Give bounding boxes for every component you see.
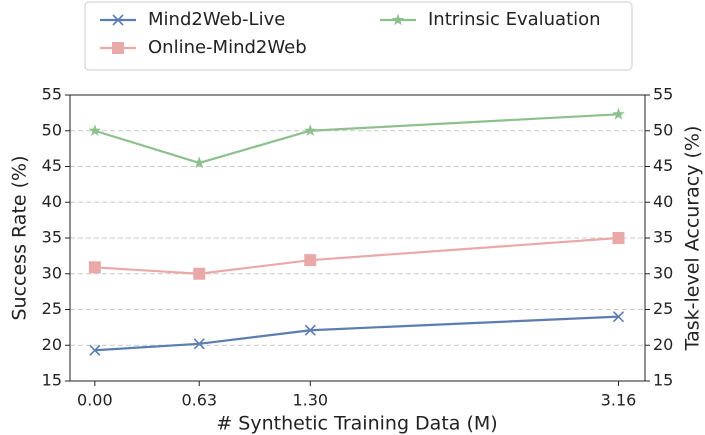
y2-tick-label: 15 (653, 371, 673, 390)
legend-box (84, 1, 633, 71)
marker (193, 156, 206, 169)
y-tick-label: 20 (42, 335, 62, 354)
y2-tick-label: 25 (653, 299, 673, 318)
marker (304, 324, 316, 336)
x-tick-label: 3.16 (601, 391, 637, 410)
y-tick-label: 30 (42, 263, 62, 282)
y-tick-label: 25 (42, 299, 62, 318)
marker (88, 261, 101, 274)
y2-tick-label: 30 (653, 263, 673, 282)
y-tick-label: 15 (42, 371, 62, 390)
y2-tick-label: 20 (653, 335, 673, 354)
marker (112, 42, 124, 54)
marker (304, 254, 317, 267)
legend-label: Mind2Web-Live (148, 9, 285, 30)
x-tick-label: 0.63 (181, 391, 217, 410)
y2-tick-label: 35 (653, 228, 673, 247)
y2-tick-label: 45 (653, 156, 673, 175)
marker (89, 344, 101, 356)
x-tick-label: 0.00 (77, 391, 113, 410)
series-line (94, 113, 619, 165)
marker (612, 232, 625, 244)
y2-tick-label: 40 (653, 192, 673, 211)
marker (612, 107, 625, 120)
marker (193, 338, 205, 350)
series-line (94, 315, 619, 352)
y2-tick-label: 55 (653, 85, 673, 104)
y2-tick-label: 50 (653, 120, 673, 139)
x-tick-label: 1.30 (292, 391, 328, 410)
marker (391, 13, 405, 26)
marker (193, 267, 206, 280)
plot-frame (69, 94, 646, 382)
legend-label: Online-Mind2Web (148, 37, 307, 58)
legend-label: Intrinsic Evaluation (428, 9, 601, 30)
y-axis-label: Success Rate (%) (9, 155, 31, 320)
y-tick-label: 55 (42, 85, 62, 104)
y2-axis-label: Task-level Accuracy (%) (682, 126, 704, 352)
marker (112, 14, 124, 26)
series-line (94, 236, 619, 275)
x-axis-label: # Synthetic Training Data (M) (216, 413, 497, 435)
marker (88, 124, 101, 136)
marker (304, 124, 317, 136)
marker (612, 311, 625, 323)
y-tick-label: 45 (42, 156, 62, 175)
y-tick-label: 35 (42, 228, 62, 247)
y-tick-label: 50 (42, 120, 62, 139)
y-tick-label: 40 (42, 192, 62, 211)
